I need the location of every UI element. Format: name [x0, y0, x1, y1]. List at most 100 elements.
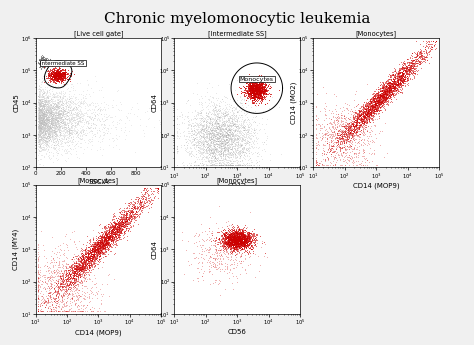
- Point: [87, 249, 95, 255]
- Point: [211, 128, 219, 134]
- Point: [35, 110, 42, 115]
- Point: [41, 131, 49, 136]
- Point: [255, 86, 263, 91]
- Point: [38, 97, 46, 103]
- Point: [63, 289, 70, 294]
- Point: [371, 93, 378, 99]
- Point: [124, 220, 131, 226]
- Point: [351, 115, 358, 120]
- Point: [106, 235, 114, 241]
- Point: [40, 247, 48, 252]
- Point: [252, 87, 259, 92]
- Point: [332, 108, 340, 114]
- Point: [60, 121, 68, 127]
- Point: [82, 263, 89, 268]
- Point: [214, 138, 222, 144]
- Point: [228, 240, 235, 245]
- Point: [41, 110, 48, 116]
- Point: [36, 119, 43, 125]
- Point: [41, 64, 48, 70]
- Point: [55, 70, 62, 76]
- Point: [39, 115, 47, 121]
- Point: [61, 146, 68, 152]
- Point: [385, 96, 392, 101]
- Point: [244, 251, 252, 257]
- Point: [390, 78, 398, 84]
- Point: [35, 60, 42, 66]
- Point: [390, 87, 398, 92]
- Point: [51, 134, 58, 139]
- Point: [360, 112, 368, 118]
- Point: [253, 84, 261, 89]
- Point: [252, 90, 260, 96]
- Point: [46, 293, 54, 298]
- Point: [216, 107, 224, 112]
- Point: [59, 275, 66, 280]
- Point: [239, 125, 246, 130]
- Point: [399, 65, 407, 70]
- Point: [102, 239, 110, 245]
- Point: [57, 116, 65, 122]
- Point: [195, 140, 202, 146]
- Point: [198, 158, 205, 164]
- Point: [212, 134, 219, 139]
- Point: [349, 130, 356, 135]
- Point: [39, 144, 47, 150]
- Point: [227, 254, 235, 260]
- Point: [375, 95, 383, 101]
- Point: [83, 266, 91, 272]
- Point: [108, 114, 116, 120]
- Point: [223, 154, 231, 159]
- Point: [219, 152, 227, 157]
- Point: [228, 235, 236, 240]
- Point: [75, 113, 82, 119]
- Point: [40, 108, 47, 114]
- Point: [247, 88, 255, 93]
- Point: [378, 92, 385, 98]
- Point: [76, 264, 84, 270]
- Point: [39, 103, 46, 109]
- Point: [109, 226, 117, 232]
- Point: [197, 142, 204, 148]
- Point: [67, 264, 74, 270]
- Point: [41, 120, 49, 126]
- Point: [50, 70, 58, 76]
- Point: [55, 70, 63, 75]
- Point: [40, 112, 47, 118]
- Point: [105, 230, 113, 235]
- Point: [45, 149, 53, 155]
- Point: [35, 128, 42, 134]
- Point: [352, 109, 360, 115]
- Point: [384, 78, 392, 84]
- Point: [315, 146, 322, 151]
- Point: [46, 290, 54, 295]
- Point: [385, 76, 392, 81]
- Point: [90, 237, 97, 243]
- Point: [99, 243, 106, 248]
- Point: [209, 149, 217, 154]
- Point: [235, 230, 243, 236]
- Point: [39, 54, 46, 59]
- Point: [344, 124, 352, 129]
- Point: [46, 120, 54, 126]
- Point: [59, 74, 67, 80]
- Point: [121, 136, 129, 141]
- Point: [71, 124, 79, 129]
- Point: [252, 86, 260, 91]
- Point: [46, 134, 54, 140]
- Point: [240, 127, 248, 132]
- Point: [64, 123, 72, 129]
- Point: [200, 121, 208, 127]
- Point: [200, 138, 208, 144]
- Point: [114, 215, 121, 220]
- Point: [62, 117, 70, 122]
- Point: [239, 236, 247, 241]
- Point: [59, 88, 66, 93]
- Point: [76, 112, 84, 118]
- Point: [41, 138, 49, 144]
- Point: [71, 269, 79, 275]
- Point: [41, 135, 48, 140]
- Point: [384, 97, 392, 103]
- Point: [213, 136, 221, 142]
- Point: [113, 230, 120, 235]
